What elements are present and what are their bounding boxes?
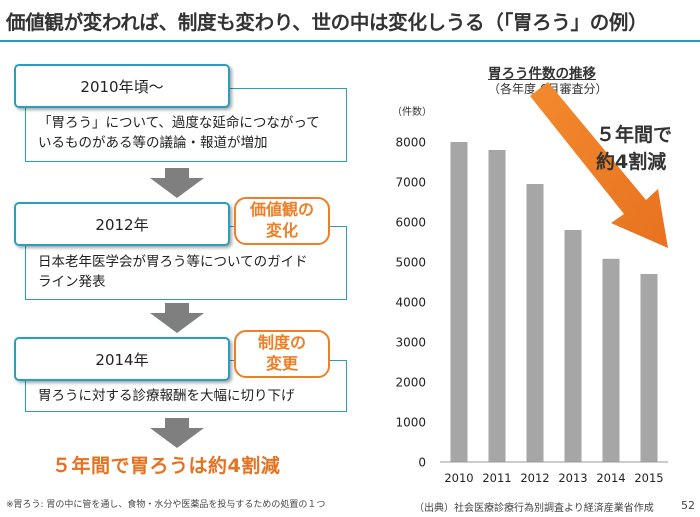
down-arrow-icon [150,418,204,448]
decline-arrow-icon [530,82,668,248]
y-tick-label: 8000 [395,136,426,150]
y-tick-label: 7000 [395,176,426,190]
y-tick-label: 1000 [395,416,426,430]
step-period-2014: 2014年 [14,337,230,381]
summary-statement: ５年間で胃ろうは約4割減 [52,455,281,477]
bar-2011 [488,150,506,462]
callout-line: 約4割減 [596,151,667,173]
step-description-line: 日本老年医学会が胃ろう等についてのガイド [38,254,308,270]
y-tick-label: 6000 [395,216,426,230]
step-period-label: 2014年 [95,350,149,369]
decline-callout: ５年間で 約4割減 [596,122,672,176]
callout-line: ５年間で [596,124,673,146]
step-description-2014: 胃ろうに対する診療報酬を大幅に切り下げ [38,386,338,406]
step-period-2010: 2010年頃～ [14,64,230,108]
x-tick-label: 2011 [482,471,511,485]
step-description-line: 「胃ろう」について、過度な延命につながって [38,115,320,131]
badge-line: 変更 [265,354,298,373]
y-tick-label: 0 [418,456,426,470]
down-arrow-icon [150,168,204,198]
step-description-2010: 「胃ろう」について、過度な延命につながって いるものがある等の議論・報道が増加 [38,113,338,153]
system-change-badge: 制度の 変更 [234,330,330,378]
x-tick-label: 2015 [634,471,663,485]
y-tick-label: 5000 [395,256,426,270]
step-description-line: 胃ろうに対する診療報酬を大幅に切り下げ [38,388,295,404]
footnote: ※胃ろう: 胃の中に管を通し、食物・水分や医薬品を投与するための処置の１つ [6,500,326,510]
value-change-badge: 価値観の 変化 [234,197,330,245]
badge-line: 価値観の [249,200,314,219]
y-axis-label: （件数） [392,105,432,118]
y-tick-label: 3000 [395,336,426,350]
bar-2015 [640,274,658,462]
y-tick-label: 2000 [395,376,426,390]
bar-2012 [526,184,544,462]
step-period-label: 2012年 [95,215,149,234]
step-description-line: いるものがある等の議論・報道が増加 [38,135,268,151]
y-tick-label: 4000 [395,296,426,310]
page-number: 52 [681,499,695,512]
source-note: （出典）社会医療診療行為別調査より経済産業省作成 [414,503,654,514]
step-description-line: ライン発表 [38,274,106,290]
badge-line: 制度の [257,333,306,352]
x-tick-label: 2010 [444,471,473,485]
step-description-2012: 日本老年医学会が胃ろう等についてのガイド ライン発表 [38,252,338,292]
badge-line: 変化 [265,221,298,240]
x-tick-label: 2014 [596,471,625,485]
step-period-2012: 2012年 [14,202,230,246]
step-period-label: 2010年頃～ [80,77,164,96]
page-title: 価値観が変われば、制度も変わり、世の中は変化しうる（「胃ろう」の例） [6,11,648,34]
x-tick-label: 2013 [558,471,587,485]
chart-title: 胃ろう件数の推移 [488,66,596,82]
bar-2013 [564,230,582,462]
down-arrow-icon [150,303,204,333]
x-tick-label: 2012 [520,471,549,485]
bar-2010 [450,142,468,462]
bar-2014 [602,258,620,462]
title-underline [0,40,700,42]
